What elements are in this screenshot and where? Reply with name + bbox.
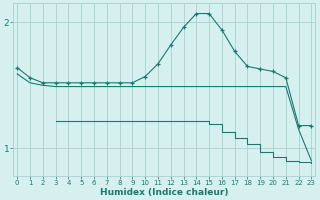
X-axis label: Humidex (Indice chaleur): Humidex (Indice chaleur) — [100, 188, 228, 197]
